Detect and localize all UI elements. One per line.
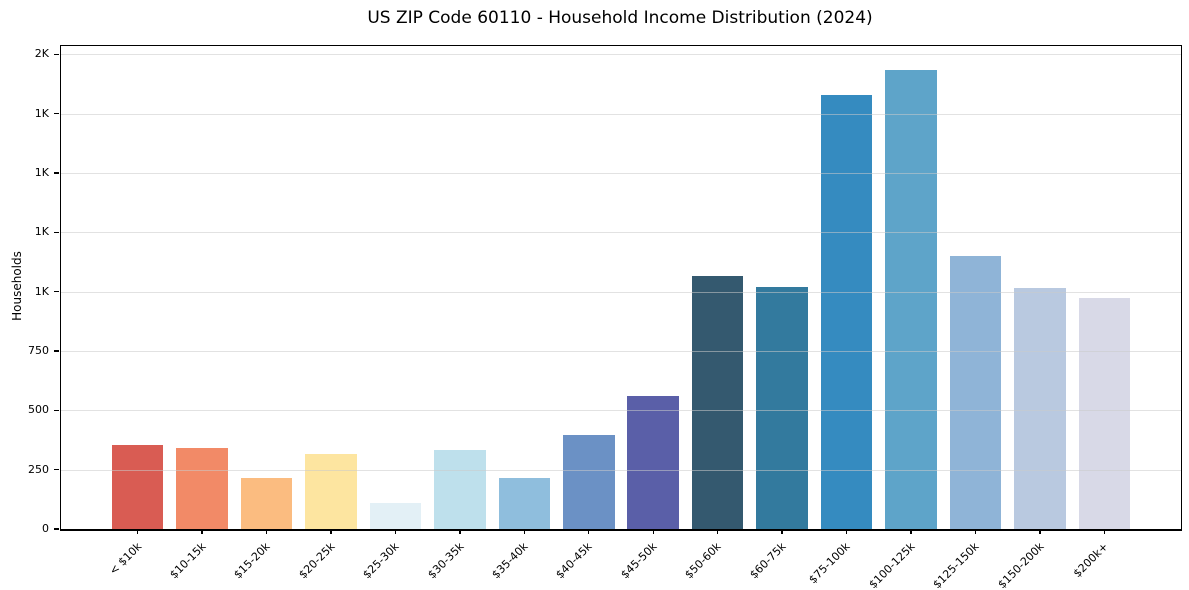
- x-tick-label: $15-20k: [231, 540, 273, 582]
- y-axis-label: Households: [10, 251, 24, 321]
- y-tick-label: 250: [28, 462, 49, 476]
- y-tick-label: 1K: [34, 225, 49, 239]
- x-tick-label: $40-45k: [553, 540, 595, 582]
- x-tick-mark: [652, 529, 654, 534]
- x-tick-label: $150-200k: [994, 540, 1047, 590]
- y-tick-mark: [54, 350, 60, 352]
- x-tick-mark: [394, 529, 397, 534]
- bar: [949, 256, 1002, 529]
- x-tick-mark: [1039, 529, 1041, 534]
- x-tick-mark: [845, 529, 848, 534]
- bar: [691, 276, 744, 529]
- bar: [434, 449, 486, 529]
- y-tick-label: 1K: [34, 165, 49, 179]
- x-tick-mark: [330, 529, 332, 534]
- x-tick-label: $30-35k: [424, 540, 467, 582]
- y-gridline: [61, 291, 1181, 293]
- y-tick-mark: [54, 172, 60, 174]
- x-tick-label: < $10k: [106, 540, 144, 578]
- y-gridline: [61, 232, 1181, 234]
- x-tick-mark: [523, 529, 526, 534]
- bar: [1014, 288, 1066, 529]
- x-tick-label: $100-125k: [866, 540, 918, 590]
- y-tick-mark: [54, 112, 60, 115]
- y-tick-label: 0: [42, 522, 49, 535]
- y-tick-mark: [54, 53, 60, 55]
- x-tick-label: $200k+: [1070, 540, 1111, 581]
- y-tick-label: 500: [28, 403, 49, 417]
- bar: [240, 477, 293, 529]
- y-tick-label: 1K: [34, 106, 49, 120]
- x-tick-label: $45-50k: [618, 540, 660, 582]
- y-gridline: [61, 172, 1181, 174]
- bar: [885, 69, 937, 529]
- bar: [563, 434, 615, 529]
- x-tick-label: $50-60k: [682, 540, 724, 582]
- x-tick-label: $75-100k: [806, 540, 853, 587]
- y-gridline: [61, 410, 1181, 412]
- y-tick-label: 750: [28, 343, 49, 357]
- x-tick-mark: [265, 529, 268, 534]
- bar: [820, 94, 873, 529]
- x-tick-label: $25-30k: [360, 540, 402, 582]
- y-tick-label: 2K: [34, 47, 49, 61]
- y-gridline: [61, 469, 1181, 471]
- y-tick-mark: [54, 468, 60, 471]
- x-tick-mark: [136, 529, 139, 534]
- bar: [498, 477, 551, 529]
- y-tick-label: 1K: [34, 284, 49, 298]
- y-tick-mark: [54, 528, 60, 530]
- x-tick-mark: [588, 529, 590, 534]
- chart-title: US ZIP Code 60110 - Household Income Dis…: [367, 8, 873, 28]
- x-tick-label: $125-150k: [930, 540, 982, 590]
- y-gridline: [61, 54, 1181, 56]
- bar: [1078, 297, 1131, 529]
- x-tick-mark: [716, 529, 719, 534]
- bar: [369, 502, 422, 529]
- x-tick-label: $60-75k: [747, 540, 789, 582]
- x-tick-mark: [201, 529, 203, 534]
- x-tick-mark: [781, 529, 783, 534]
- x-tick-mark: [1103, 529, 1105, 534]
- y-tick-mark: [54, 409, 60, 412]
- x-tick-mark: [459, 529, 461, 534]
- bar: [176, 447, 228, 529]
- y-tick-mark: [54, 231, 60, 233]
- bar: [305, 453, 357, 529]
- x-tick-label: $10-15k: [167, 540, 209, 582]
- bar: [756, 286, 808, 529]
- y-gridline: [61, 113, 1181, 115]
- y-tick-mark: [54, 290, 60, 293]
- bar: [627, 396, 679, 529]
- plot-area: 0 250 500 750 1K 1K 1K 1K 2K < $10k $10-15k $15-20k…: [28, 45, 1182, 590]
- y-gridline: [61, 350, 1181, 352]
- x-tick-mark: [910, 529, 912, 534]
- x-tick-mark: [974, 529, 977, 534]
- x-tick-label: $35-40k: [489, 540, 531, 582]
- bar: [111, 444, 164, 529]
- x-tick-label: $20-25k: [295, 540, 338, 582]
